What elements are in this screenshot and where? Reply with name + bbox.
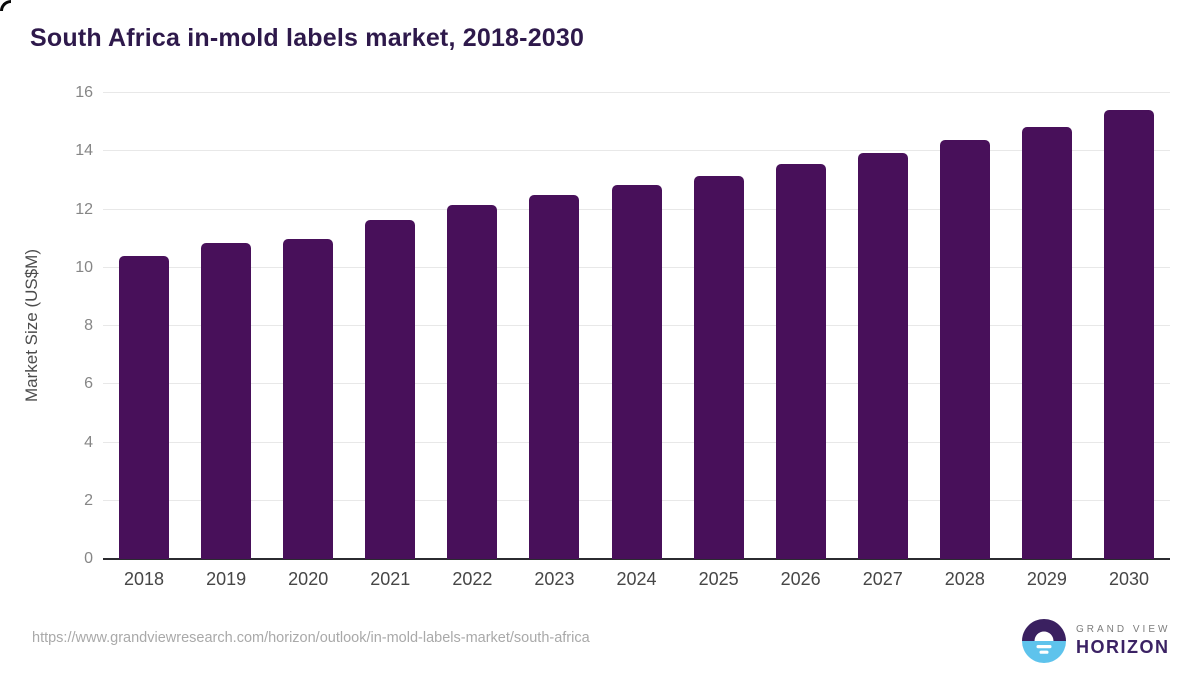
bar-2021[interactable] [365, 219, 416, 559]
y-tick-label-0: 0 [84, 550, 93, 567]
x-tick-label-2019: 2019 [206, 569, 247, 589]
bar-slot-2029 [1006, 93, 1088, 559]
gridline-0 [103, 558, 1170, 560]
bar-slot-2030 [1088, 93, 1170, 559]
bar-2023[interactable] [529, 194, 580, 559]
bars-container [103, 93, 1170, 559]
y-tick-label-6: 6 [84, 375, 93, 393]
bar-slot-2026 [760, 93, 842, 559]
y-tick-label-8: 8 [84, 317, 93, 334]
y-tick-label-10: 10 [75, 258, 93, 276]
bar-2024[interactable] [611, 184, 662, 559]
plot-area [103, 92, 1170, 560]
bar-slot-2023 [513, 93, 595, 559]
x-tick-label-2028: 2028 [944, 569, 985, 589]
x-tick-label-2026: 2026 [780, 569, 821, 589]
bar-slot-2020 [267, 93, 349, 559]
x-tick-label-2022: 2022 [452, 569, 493, 589]
y-axis-title-text: Market Size (US$M) [22, 249, 41, 403]
source-url: https://www.grandviewresearch.com/horizo… [32, 630, 590, 646]
bar-2025[interactable] [693, 176, 744, 559]
bar-slot-2022 [431, 93, 513, 559]
y-axis-ticks: 0 2 4 6 8 10 12 14 16 [48, 84, 93, 567]
x-tick-label-2021: 2021 [370, 569, 411, 589]
bar-slot-2027 [842, 93, 924, 559]
bar-2028[interactable] [939, 139, 990, 559]
gridline-16 [103, 92, 1170, 93]
x-tick-label-2020: 2020 [288, 569, 329, 589]
horizon-sunrise-icon [1022, 619, 1066, 663]
gridline-14 [103, 150, 1170, 152]
bar-slot-2019 [185, 93, 267, 559]
bar-2022[interactable] [447, 205, 498, 559]
x-tick-label-2023: 2023 [534, 569, 575, 589]
x-tick-label-2027: 2027 [862, 569, 903, 589]
bar-slot-2021 [349, 93, 431, 559]
y-tick-label-16: 16 [75, 84, 93, 101]
x-tick-label-2029: 2029 [1026, 569, 1067, 589]
bar-slot-2024 [595, 93, 677, 559]
y-tick-label-4: 4 [84, 433, 93, 451]
x-tick-label-2024: 2024 [616, 569, 657, 589]
x-tick-label-2018: 2018 [124, 569, 165, 589]
bar-slot-2025 [678, 93, 760, 559]
y-tick-label-2: 2 [84, 491, 93, 509]
brand-name-top: GRAND VIEW [1076, 624, 1171, 635]
y-tick-label-12: 12 [75, 200, 93, 218]
bar-2030[interactable] [1103, 110, 1154, 559]
chart-title: South Africa in-mold labels market, 2018… [30, 24, 585, 52]
bar-2020[interactable] [283, 238, 334, 559]
bar-2018[interactable] [119, 256, 170, 559]
y-tick-label-14: 14 [75, 142, 93, 160]
bar-2029[interactable] [1021, 126, 1072, 559]
brand-name-bottom: HORIZON [1076, 637, 1170, 657]
corner-border-artifact [0, 0, 11, 11]
bar-2026[interactable] [775, 164, 826, 559]
bar-slot-2018 [103, 93, 185, 559]
y-axis-title: Market Size (US$M) [14, 93, 50, 559]
x-tick-label-2025: 2025 [698, 569, 739, 589]
brand-text: GRAND VIEW HORIZON [1076, 624, 1170, 658]
bar-2027[interactable] [857, 152, 908, 559]
bar-slot-2028 [924, 93, 1006, 559]
bar-2019[interactable] [201, 243, 252, 559]
x-axis-labels: 2018 2019 2020 2021 2022 2023 2024 2025 2026 2027… [103, 569, 1170, 590]
x-tick-label-2030: 2030 [1108, 569, 1149, 589]
brand-logo[interactable]: GRAND VIEW HORIZON [1022, 619, 1170, 663]
